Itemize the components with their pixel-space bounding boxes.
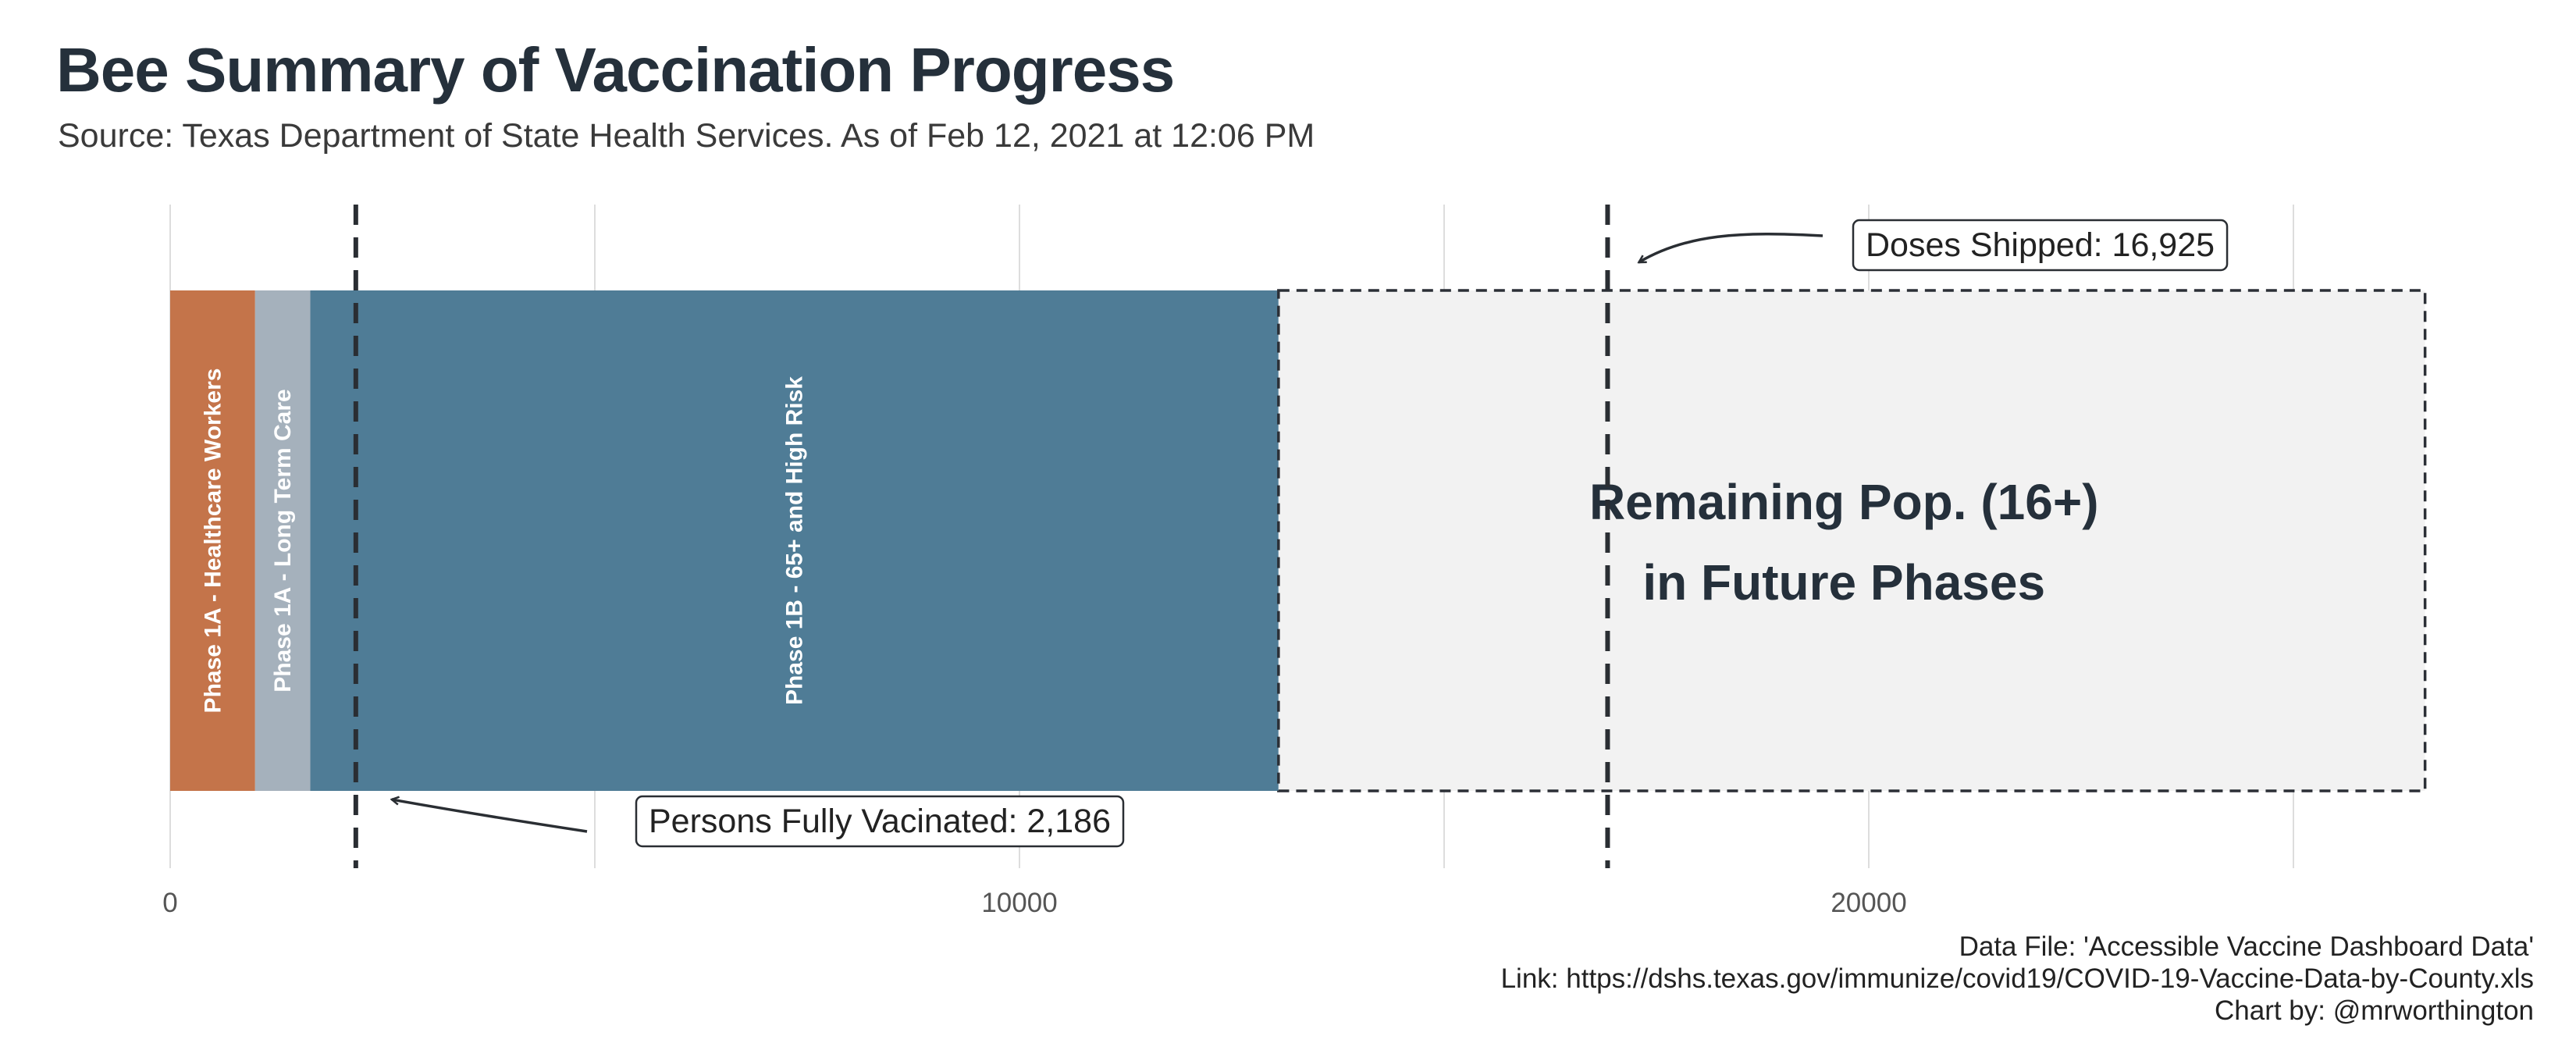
chart-title: Bee Summary of Vaccination Progress [56, 35, 1175, 105]
doses-shipped-annotation: Doses Shipped: 16,925 [1638, 219, 2229, 272]
caption-link: Link: https://dshs.texas.gov/immunize/co… [1500, 963, 2534, 994]
annotation-arrow [392, 799, 588, 833]
annotation-label: Persons Fully Vacinated: 2,186 [649, 803, 1111, 840]
persons-fully-vaccinated-annotation: Persons Fully Vacinated: 2,186 [392, 795, 1125, 848]
annotation-label: Doses Shipped: 16,925 [1866, 226, 2215, 264]
chart-subtitle: Source: Texas Department of State Health… [58, 117, 1315, 155]
caption-credit: Chart by: @mrworthington [2214, 995, 2534, 1026]
x-tick-label: 10000 [981, 888, 1057, 918]
caption-data-file: Data File: 'Accessible Vaccine Dashboard… [1959, 931, 2534, 962]
bar-segment [254, 290, 311, 791]
annotation-label-box [635, 795, 1125, 848]
x-tick-label: 0 [162, 888, 177, 918]
segment-label: Phase 1A - Long Term Care [270, 389, 296, 692]
annotation-label-box [1852, 219, 2229, 272]
remaining-label-line2: in Future Phases [1642, 554, 2045, 611]
annotation-arrow [1638, 232, 1823, 264]
segment-label: Phase 1B - 65+ and High Risk [782, 376, 808, 705]
bar-segment [170, 290, 255, 791]
x-tick-label: 20000 [1831, 888, 1906, 918]
bar-segment [310, 290, 1279, 791]
remaining-label-line1: Remaining Pop. (16+) [1589, 474, 2099, 530]
chart-caption: Data File: 'Accessible Vaccine Dashboard… [1501, 931, 2534, 1027]
segment-label: Phase 1A - Healthcare Workers [200, 369, 226, 714]
remaining-population-box [1277, 289, 2427, 792]
